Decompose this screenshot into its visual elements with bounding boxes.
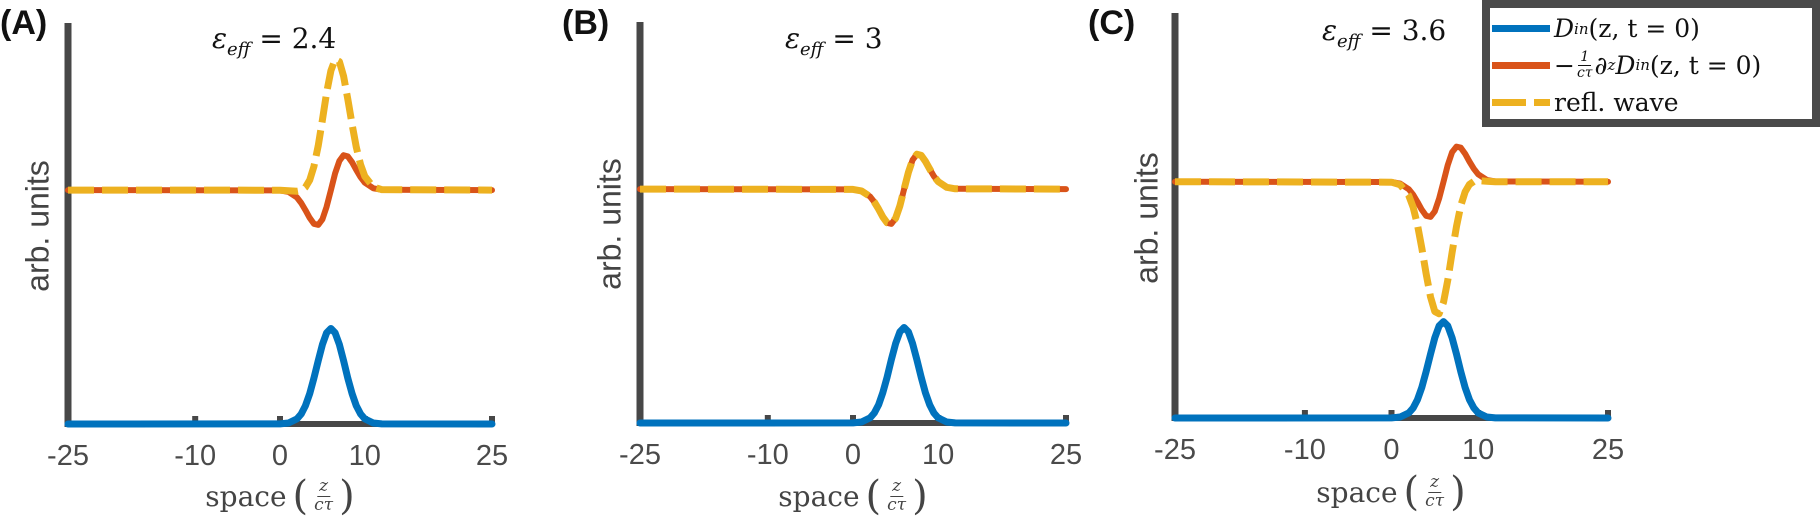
legend-text: D: [1554, 14, 1575, 43]
x-tick-label: -25: [1154, 434, 1196, 466]
panel-title-a: εeff = 2.4: [212, 22, 336, 60]
x-tick-label: 25: [475, 440, 509, 472]
xlabel-num: z: [1428, 471, 1442, 493]
title-symbol: ε: [1322, 14, 1338, 47]
title-value: = 3: [832, 22, 883, 55]
series-line-derivative: [1172, 143, 1611, 220]
x-tick-label: 10: [348, 440, 381, 472]
series-line-reflected: [67, 55, 493, 195]
series-line-incident: [1171, 318, 1612, 422]
x-tick-label: 25: [1591, 434, 1625, 466]
xlabel-word: space: [1316, 475, 1398, 509]
legend-text: in: [1635, 56, 1650, 75]
legend-text: (z, t = 0): [1588, 14, 1700, 43]
panel-label-a: (A): [0, 4, 48, 42]
title-symbol: ε: [785, 22, 801, 55]
xlabel-num: z: [317, 475, 331, 497]
y-axis-label-c: arb. units: [1128, 152, 1165, 284]
legend-text: ∂: [1594, 50, 1608, 80]
x-tick-label: -10: [746, 439, 789, 471]
legend-text: z: [1607, 56, 1616, 75]
legend-text: 1: [1578, 49, 1592, 66]
xlabel-den: cτ: [887, 494, 907, 515]
x-axis-label-b: space(z cτ): [778, 473, 928, 519]
legend-item-reflected: refl. wave: [1490, 88, 1679, 117]
x-tick-label: -10: [174, 440, 217, 472]
xlabel-den: cτ: [314, 494, 334, 515]
x-axis-label-c: space(z cτ): [1316, 469, 1466, 515]
x-tick-label: 25: [1049, 439, 1083, 471]
legend-text: in: [1574, 19, 1589, 38]
x-tick-label: -10: [1283, 434, 1326, 466]
title-symbol: ε: [212, 22, 228, 55]
series-line-derivative: [65, 152, 495, 228]
x-tick-label: 0: [271, 440, 289, 472]
legend-text: refl. wave: [1554, 88, 1679, 117]
x-tick-label: -25: [47, 440, 89, 472]
series-line-incident: [64, 325, 496, 428]
legend-swatch-incident: [1492, 25, 1550, 32]
series-line-derivative: [637, 151, 1069, 227]
series-line-reflected: [1174, 177, 1608, 318]
legend-swatch-derivative: [1492, 61, 1550, 69]
title-value: = 3.6: [1369, 14, 1447, 47]
panel-label-c: (C): [1088, 4, 1136, 42]
x-tick-label: 10: [922, 439, 955, 471]
xlabel-word: space: [778, 479, 860, 513]
legend-text: −: [1554, 50, 1575, 80]
title-sub: eff: [800, 39, 824, 60]
xlabel-den: cτ: [1425, 490, 1445, 511]
x-tick-label: 0: [1383, 434, 1400, 466]
y-axis-label-a: arb. units: [19, 160, 56, 292]
panel-title-b: εeff = 3: [785, 22, 883, 60]
xlabel-word: space: [205, 479, 287, 513]
title-sub: eff: [227, 39, 251, 60]
x-axis-label-a: space(z cτ): [205, 473, 355, 519]
panel-title-c: εeff = 3.6: [1322, 14, 1446, 52]
x-tick-label: -25: [619, 439, 661, 471]
y-axis-label-b: arb. units: [591, 158, 628, 290]
title-value: = 2.4: [259, 22, 337, 55]
legend-text: D: [1615, 50, 1636, 80]
panel-label-b: (B): [562, 4, 610, 42]
title-sub: eff: [1337, 31, 1361, 52]
x-tick-label: 10: [1461, 434, 1495, 466]
legend-swatch-reflected: [1492, 99, 1550, 106]
legend-text: cτ: [1576, 64, 1593, 81]
xlabel-num: z: [890, 475, 904, 497]
series-line-incident: [636, 324, 1070, 427]
x-tick-label: 0: [844, 439, 862, 471]
legend-text: (z, t = 0): [1649, 50, 1762, 80]
